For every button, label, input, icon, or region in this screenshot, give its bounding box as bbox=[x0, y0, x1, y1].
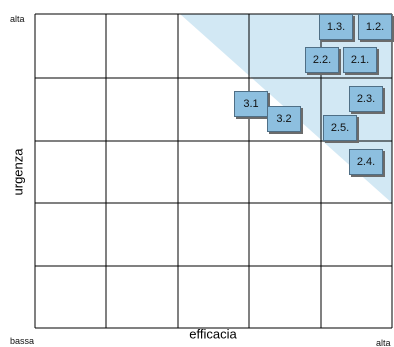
x-axis-label: efficacia bbox=[189, 326, 237, 342]
x-axis-right-label: alta bbox=[376, 338, 391, 347]
y-axis-label: urgenza bbox=[10, 148, 26, 196]
item-box-2-4: 2.4. bbox=[349, 149, 383, 175]
item-box-3-2: 3.2 bbox=[267, 106, 301, 132]
item-box-1-3: 1.3. bbox=[319, 14, 353, 40]
item-box-2-2: 2.2. bbox=[305, 47, 339, 73]
item-box-2-3: 2.3. bbox=[349, 86, 383, 112]
y-axis-bottom-label: bassa bbox=[10, 336, 35, 346]
item-box-2-5: 2.5. bbox=[323, 115, 357, 141]
item-box-1-2: 1.2. bbox=[358, 14, 392, 40]
item-box-2-1: 2.1. bbox=[343, 47, 377, 73]
y-axis-top-label: alta bbox=[10, 14, 25, 24]
item-box-3-1: 3.1 bbox=[234, 91, 268, 117]
